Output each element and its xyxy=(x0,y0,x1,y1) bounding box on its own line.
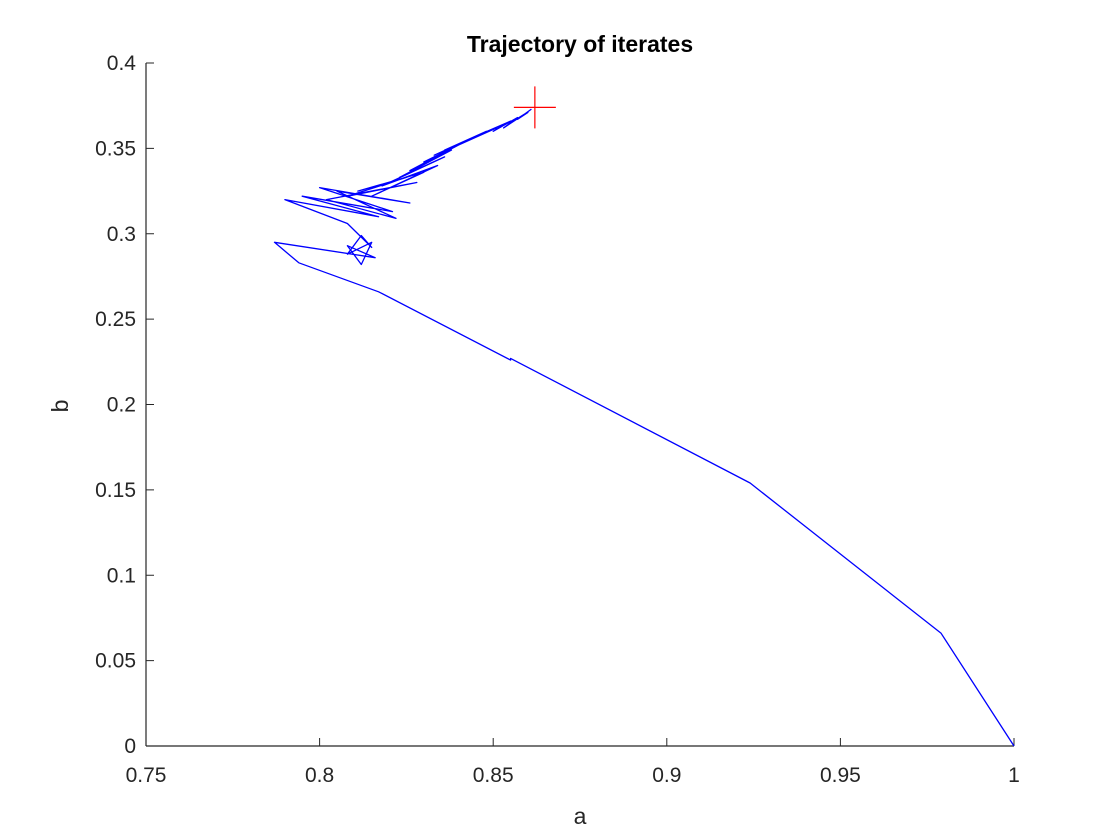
marker-layer xyxy=(513,86,556,129)
y-tick-label: 0.15 xyxy=(95,479,136,502)
y-tick-label: 0.3 xyxy=(107,223,136,246)
ticks: 0.75 0.8 0.85 0.9 0.95 1 0 0.05 0.1 0.15 0.2 0.25 0.… xyxy=(95,52,1020,787)
y-tick-label: 0.05 xyxy=(95,650,136,673)
trajectory-line xyxy=(273,108,1015,747)
x-tick-label: 0.95 xyxy=(820,764,861,787)
x-tick-label: 1 xyxy=(1008,764,1020,787)
x-tick-label: 0.75 xyxy=(126,764,167,787)
y-tick-label: 0.25 xyxy=(95,308,136,331)
y-tick-label: 0.4 xyxy=(107,52,137,75)
y-tick-label: 0 xyxy=(124,735,136,758)
y-axis-label: b xyxy=(47,400,73,413)
y-tick-label: 0.1 xyxy=(107,564,136,587)
chart-title: Trajectory of iterates xyxy=(467,31,693,57)
x-tick-label: 0.85 xyxy=(473,764,514,787)
x-tick-label: 0.9 xyxy=(652,764,681,787)
series-layer xyxy=(273,108,1015,747)
final-iterate-marker xyxy=(513,86,556,129)
axes xyxy=(145,63,1014,747)
y-tick-label: 0.2 xyxy=(107,394,136,417)
y-tick-label: 0.35 xyxy=(95,137,136,160)
x-axis-label: a xyxy=(574,803,587,829)
x-tick-label: 0.8 xyxy=(305,764,334,787)
